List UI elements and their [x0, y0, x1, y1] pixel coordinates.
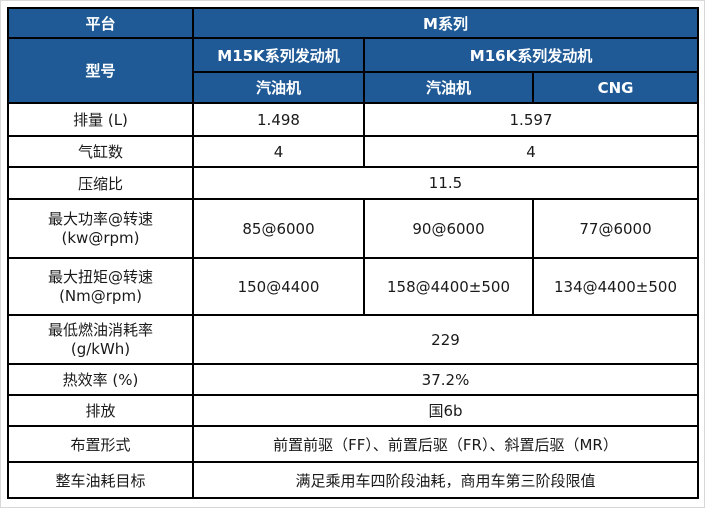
- table-row-max-torque: 最大扭矩@转速 (Nm@rpm) 150@4400 158@4400±500 1…: [7, 257, 699, 316]
- shared-value: 前置前驱（FF）、前置后驱（FR）、斜置后驱（MR）: [192, 425, 699, 463]
- row-label-line2: (kw@rpm): [61, 228, 140, 247]
- row-label-line1: 最大扭矩@转速: [47, 267, 153, 286]
- table-row-compression-ratio: 压缩比 11.5: [7, 166, 699, 200]
- row-label: 气缸数: [7, 135, 194, 168]
- row-label-line1: 最低燃油消耗率: [47, 320, 153, 339]
- platform-header-cell: 平台: [7, 7, 194, 39]
- row-label: 最低燃油消耗率 (g/kWh): [7, 314, 194, 365]
- table-row-emission: 排放 国6b: [7, 394, 699, 427]
- m16k-family-cell: M16K系列发动机: [363, 37, 699, 73]
- m15k-gasoline-value: 85@6000: [192, 198, 365, 259]
- row-label: 压缩比: [7, 166, 194, 200]
- m16k-cng-fuel-cell: CNG: [532, 71, 699, 104]
- table-row-layout: 布置形式 前置前驱（FF）、前置后驱（FR）、斜置后驱（MR）: [7, 425, 699, 463]
- table-row-thermal-efficiency: 热效率 (%) 37.2%: [7, 363, 699, 396]
- m15k-fuel-cell: 汽油机: [192, 71, 365, 104]
- row-label: 整车油耗目标: [7, 461, 194, 499]
- table-row-displacement: 排量 (L) 1.498 1.597: [7, 102, 699, 137]
- row-label: 布置形式: [7, 425, 194, 463]
- shared-value: 11.5: [192, 166, 699, 200]
- row-label: 排量 (L): [7, 102, 194, 137]
- m16k-value: 4: [363, 135, 699, 168]
- m16k-gasoline-value: 90@6000: [363, 198, 534, 259]
- row-label-line1: 最大功率@转速: [47, 209, 153, 228]
- shared-value: 满足乘用车四阶段油耗，商用车第三阶段限值: [192, 461, 699, 499]
- m15k-gasoline-value: 150@4400: [192, 257, 365, 316]
- model-header-cell: 型号: [7, 37, 194, 104]
- m16k-cng-value: 77@6000: [532, 198, 699, 259]
- m16k-cng-value: 134@4400±500: [532, 257, 699, 316]
- table-row-fuel-target: 整车油耗目标 满足乘用车四阶段油耗，商用车第三阶段限值: [7, 461, 699, 499]
- m15k-value: 4: [192, 135, 365, 168]
- row-label: 热效率 (%): [7, 363, 194, 396]
- row-label: 最大功率@转速 (kw@rpm): [7, 198, 194, 259]
- m16k-gasoline-fuel-cell: 汽油机: [363, 71, 534, 104]
- shared-value: 国6b: [192, 394, 699, 427]
- shared-value: 229: [192, 314, 699, 365]
- row-label: 排放: [7, 394, 194, 427]
- m15k-family-cell: M15K系列发动机: [192, 37, 365, 73]
- engine-spec-table: 平台 M系列 型号 M15K系列发动机 M16K系列发动机 汽油机 汽油机 CN…: [7, 7, 699, 499]
- table-row-max-power: 最大功率@转速 (kw@rpm) 85@6000 90@6000 77@6000: [7, 198, 699, 259]
- row-label: 最大扭矩@转速 (Nm@rpm): [7, 257, 194, 316]
- table-row-min-fuel-consumption: 最低燃油消耗率 (g/kWh) 229: [7, 314, 699, 365]
- row-label-line2: (Nm@rpm): [59, 286, 142, 305]
- m15k-value: 1.498: [192, 102, 365, 137]
- shared-value: 37.2%: [192, 363, 699, 396]
- m16k-value: 1.597: [363, 102, 699, 137]
- m16k-gasoline-value: 158@4400±500: [363, 257, 534, 316]
- row-label-line2: (g/kWh): [70, 339, 131, 358]
- table-row-cylinders: 气缸数 4 4: [7, 135, 699, 168]
- series-header-cell: M系列: [192, 7, 699, 39]
